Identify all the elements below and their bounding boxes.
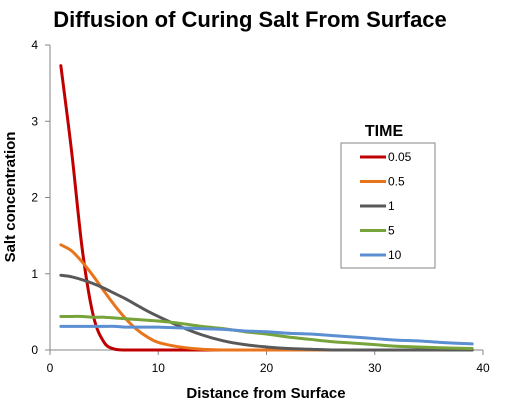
legend-title: TIME (365, 123, 404, 140)
chart-title: Diffusion of Curing Salt From Surface (53, 7, 447, 32)
y-tick-label: 1 (31, 267, 38, 281)
legend-label: 0.5 (388, 175, 405, 189)
y-tick-label: 4 (31, 38, 38, 52)
series-line-10 (59, 324, 474, 346)
y-tick-label: 0 (31, 343, 38, 357)
legend-label: 10 (388, 248, 402, 262)
y-axis-label: Salt concentration (2, 132, 19, 263)
x-ticks: 0 10 20 30 40 (47, 350, 490, 375)
legend-label: 5 (388, 224, 395, 238)
x-tick-label: 30 (368, 361, 382, 375)
y-tick-label: 3 (31, 114, 38, 128)
plot-area (59, 64, 474, 352)
legend-label: 0.05 (388, 150, 412, 164)
legend-label: 1 (388, 199, 395, 213)
x-tick-label: 10 (152, 361, 166, 375)
y-ticks: 0 1 2 3 4 (31, 38, 50, 357)
legend: 0.05 0.5 1 5 10 (360, 150, 412, 262)
x-axis-label: Distance from Surface (186, 385, 345, 402)
x-tick-label: 40 (476, 361, 490, 375)
x-tick-label: 0 (47, 361, 54, 375)
series-line-1 (59, 273, 474, 352)
x-tick-label: 20 (260, 361, 274, 375)
legend-box (340, 142, 436, 269)
y-tick-label: 2 (31, 191, 38, 205)
